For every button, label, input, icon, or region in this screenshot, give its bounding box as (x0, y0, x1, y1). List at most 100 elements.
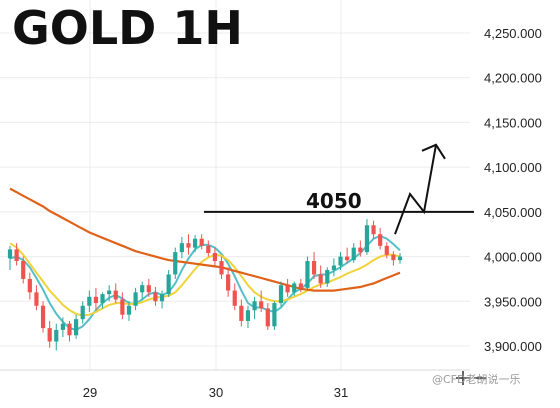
y-tick-label: 3,900.000 (484, 339, 542, 354)
candle-body (93, 296, 99, 304)
candle-body (192, 238, 198, 248)
y-tick-label: 4,050.000 (484, 205, 542, 220)
candle-body (325, 269, 330, 284)
candle-body (298, 283, 303, 288)
candle-up (351, 243, 356, 263)
candle-up (100, 292, 105, 309)
candle-down (378, 227, 383, 250)
candle-down (265, 303, 270, 330)
candle-body (179, 243, 184, 253)
candle-body (305, 261, 310, 288)
candle-body (285, 285, 290, 293)
candle-body (159, 294, 165, 302)
candle-down (298, 278, 303, 293)
projection-path (394, 144, 437, 235)
candle-down (40, 301, 46, 333)
candle-down (67, 320, 72, 342)
candles (7, 219, 403, 351)
candle-up (173, 247, 178, 279)
y-tick-label: 4,100.000 (484, 160, 542, 175)
x-tick-label: 30 (209, 385, 223, 400)
candle-body (338, 256, 343, 266)
candle-up (126, 301, 132, 321)
x-tick-label: 29 (83, 385, 97, 400)
candle-up (245, 305, 251, 329)
candle-up (54, 323, 59, 351)
candle-body (311, 261, 317, 275)
ma-line-3 (9, 187, 401, 292)
chart-title: GOLD 1H (12, 1, 243, 55)
candle-body (34, 292, 39, 306)
candle-body (199, 238, 204, 246)
candle-body (120, 299, 125, 315)
x-tick-label: 31 (334, 385, 348, 400)
candle-body (7, 249, 13, 259)
candle-body (397, 256, 403, 261)
candle-down (113, 283, 118, 304)
candle-body (345, 256, 350, 261)
candle-down (239, 299, 244, 327)
candle-body (60, 323, 65, 330)
candle-up (292, 281, 297, 296)
candle-down (14, 243, 19, 266)
candle-up (338, 252, 343, 270)
candle-down (47, 320, 52, 348)
y-tick-label: 3,950.000 (484, 294, 542, 309)
candle-down (259, 290, 264, 313)
candle-up (305, 256, 310, 291)
candle-body (54, 329, 59, 342)
candle-body (371, 225, 376, 235)
candle-body (232, 290, 237, 306)
candle-body (153, 292, 158, 302)
candle-up (325, 267, 330, 287)
candle-body (166, 274, 171, 295)
candle-up (74, 314, 79, 339)
candle-body (278, 285, 284, 304)
projection-arrowhead (421, 143, 446, 160)
candle-body (126, 305, 132, 315)
candle-down (285, 278, 290, 297)
candle-body (351, 247, 356, 261)
candle-up (192, 235, 198, 253)
y-tick-label: 4,150.000 (484, 115, 542, 130)
candle-body (140, 285, 145, 293)
candle-body (27, 278, 32, 293)
candle-up (107, 285, 112, 302)
candle-body (47, 328, 52, 342)
candle-down (34, 285, 39, 311)
candle-up (159, 290, 165, 309)
candle-body (265, 308, 270, 327)
candle-up (331, 258, 336, 277)
candle-body (87, 296, 92, 306)
crosshair-icon[interactable] (456, 371, 486, 385)
candle-body (292, 283, 297, 293)
candle-up (80, 301, 85, 324)
candle-down (358, 240, 363, 257)
candle-body (100, 294, 105, 304)
candle-down (219, 256, 224, 279)
y-axis: 4,250.000 4,200.000 4,150.000 4,100.000 4,05… (484, 26, 542, 354)
candle-up (252, 296, 257, 320)
candle-up (364, 219, 370, 255)
y-tick-label: 4,200.000 (484, 71, 542, 86)
candle-up (87, 290, 92, 313)
candle-up (278, 281, 284, 307)
candle-body (107, 290, 112, 295)
candle-down (27, 272, 32, 300)
candle-up (60, 317, 65, 338)
candle-body (391, 254, 396, 261)
candle-down (226, 267, 231, 297)
level-4050: 4050 (204, 189, 474, 213)
candle-body (219, 261, 224, 275)
candle-body (21, 261, 26, 279)
projection-arrow (394, 143, 446, 235)
candle-up (166, 269, 171, 297)
candle-body (384, 245, 389, 255)
candle-body (331, 265, 336, 270)
candle-down (199, 234, 204, 250)
candle-body (173, 252, 178, 275)
candle-down (391, 251, 396, 266)
candle-body (14, 249, 19, 262)
candle-body (146, 285, 151, 293)
